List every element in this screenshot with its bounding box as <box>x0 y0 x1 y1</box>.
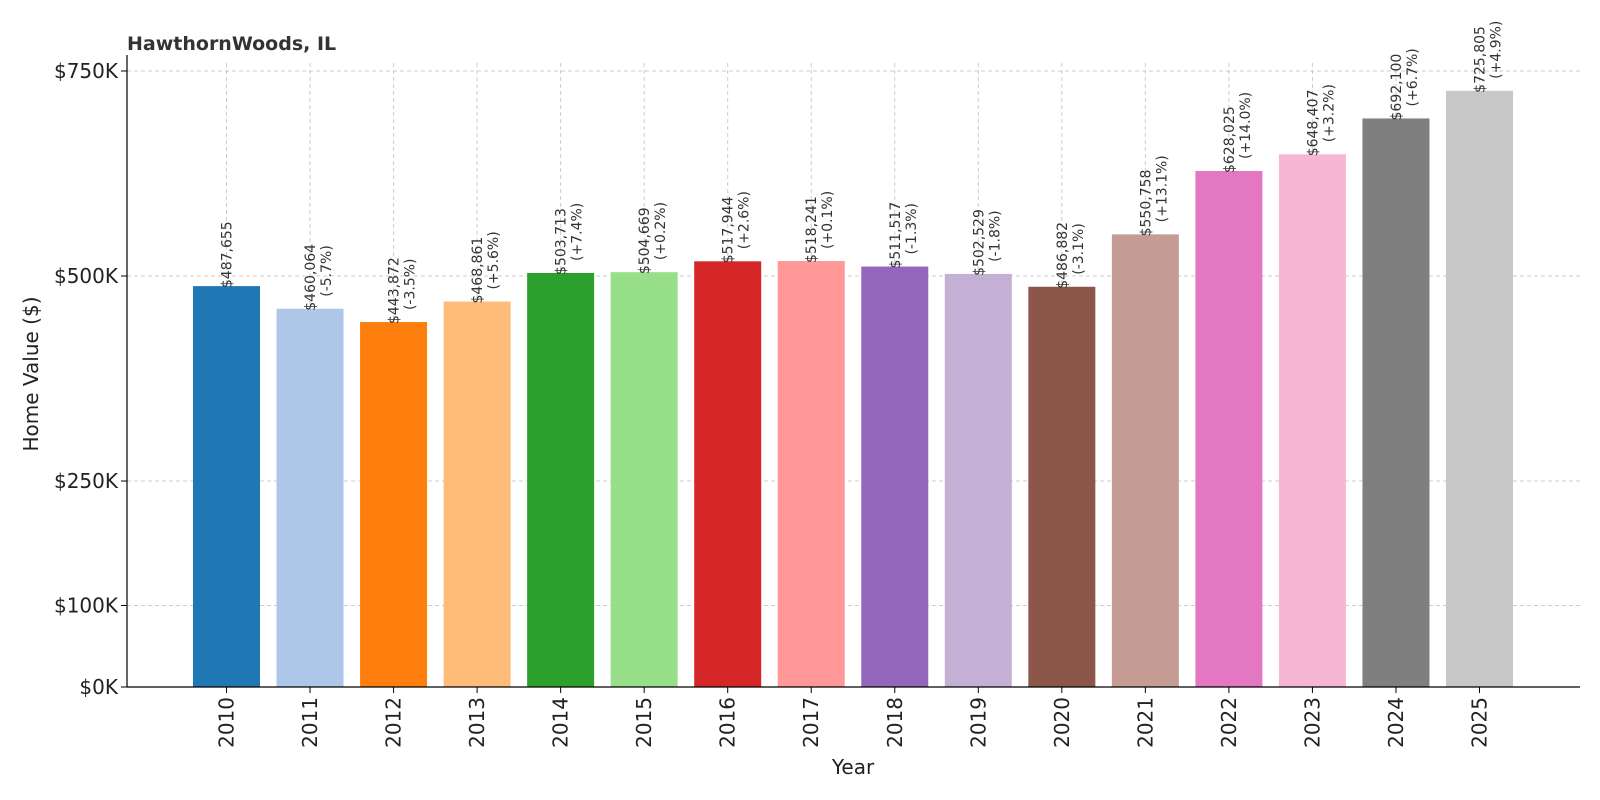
x-tick-label: 2018 <box>883 697 907 748</box>
bar-value-label: $503,713 <box>554 208 570 275</box>
x-tick-label: 2016 <box>716 697 740 748</box>
bar-change-label: (+0.1%) <box>820 191 836 249</box>
bar-layer <box>193 90 1513 688</box>
bar-value-label: $502,529 <box>971 209 987 276</box>
bar-change-label: (+4.9%) <box>1489 21 1505 79</box>
bar-value-label: $517,944 <box>721 196 737 263</box>
x-tick-label: 2017 <box>799 697 823 748</box>
bar-value-label: $648,407 <box>1305 89 1321 156</box>
bar-value-label: $443,872 <box>387 257 403 324</box>
bar <box>1195 171 1263 687</box>
bar-change-label: (+6.7%) <box>1405 48 1421 106</box>
bar-value-label: $511,517 <box>888 202 904 269</box>
bar-value-label: $460,064 <box>303 244 319 311</box>
bar-value-label: $487,655 <box>220 221 236 288</box>
bar-value-label: $468,861 <box>470 237 486 304</box>
x-tick-label: 2013 <box>465 697 489 748</box>
bar <box>1278 154 1346 687</box>
y-axis-label: Home Value ($) <box>19 296 43 451</box>
x-tick-label: 2015 <box>632 697 656 748</box>
bar-change-label: (+13.1%) <box>1154 155 1170 222</box>
label-layer: $487,655 $460,064 (-5.7%) $443,872 (-3.5%) $4… <box>220 21 1505 324</box>
bar <box>360 322 428 687</box>
bar-change-label: (+3.2%) <box>1321 84 1337 142</box>
y-tick-label: $100K <box>54 594 119 618</box>
bar <box>527 272 595 687</box>
x-tick-label: 2010 <box>215 697 239 748</box>
bar-change-label: (+7.4%) <box>570 203 586 261</box>
bar-value-label: $486,882 <box>1055 222 1071 289</box>
y-tick-label: $500K <box>54 264 119 288</box>
y-tick-label: $250K <box>54 469 119 493</box>
y-tick-label: $750K <box>54 59 119 83</box>
x-tick-label: 2012 <box>382 697 406 748</box>
x-axis-label: Year <box>831 755 875 779</box>
bar-value-label: $504,669 <box>637 207 653 274</box>
bar-value-label: $550,758 <box>1138 170 1154 237</box>
grid-layer <box>127 63 1580 687</box>
bar <box>861 266 929 687</box>
x-tick-label: 2020 <box>1050 697 1074 748</box>
x-tick-label: 2021 <box>1133 697 1157 748</box>
chart-title: HawthornWoods, IL <box>127 33 336 55</box>
bar <box>944 273 1012 687</box>
bar <box>777 261 845 687</box>
bar-change-label: (-3.1%) <box>1071 223 1087 275</box>
bar-change-label: (+5.6%) <box>486 231 502 289</box>
bar <box>610 272 678 687</box>
bar <box>443 301 511 687</box>
bar-change-label: (+2.6%) <box>737 191 753 249</box>
bar <box>1028 286 1096 687</box>
x-tick-label: 2024 <box>1384 697 1408 748</box>
x-tick-label: 2023 <box>1300 697 1324 748</box>
bar <box>1362 118 1430 687</box>
x-tick-label: 2022 <box>1217 697 1241 748</box>
x-tick-label: 2025 <box>1468 697 1492 748</box>
bar-change-label: (+14.0%) <box>1238 92 1254 159</box>
bar-change-label: (-5.7%) <box>319 245 335 297</box>
bar <box>694 261 762 687</box>
bar <box>1111 234 1179 688</box>
bar <box>276 308 344 687</box>
bar-change-label: (-1.3%) <box>904 203 920 255</box>
x-tick-label: 2014 <box>549 697 573 748</box>
y-tick-label: $0K <box>79 675 118 699</box>
x-tick-label: 2011 <box>298 697 322 748</box>
bar-value-label: $692,100 <box>1389 54 1405 121</box>
bar-change-label: (+0.2%) <box>653 202 669 260</box>
bar-change-label: (-3.5%) <box>403 258 419 310</box>
bar-value-label: $628,025 <box>1222 106 1238 173</box>
bar <box>1446 90 1513 687</box>
bar-value-label: $518,241 <box>804 196 820 263</box>
axis-layer: $0K $100K $250K $500K $750K 2010 2011 2012 2013 2… <box>54 55 1580 748</box>
bar-change-label: (-1.8%) <box>987 210 1003 262</box>
bar-value-label: $725,805 <box>1473 26 1489 93</box>
x-tick-label: 2019 <box>966 697 990 748</box>
bar <box>193 286 260 687</box>
